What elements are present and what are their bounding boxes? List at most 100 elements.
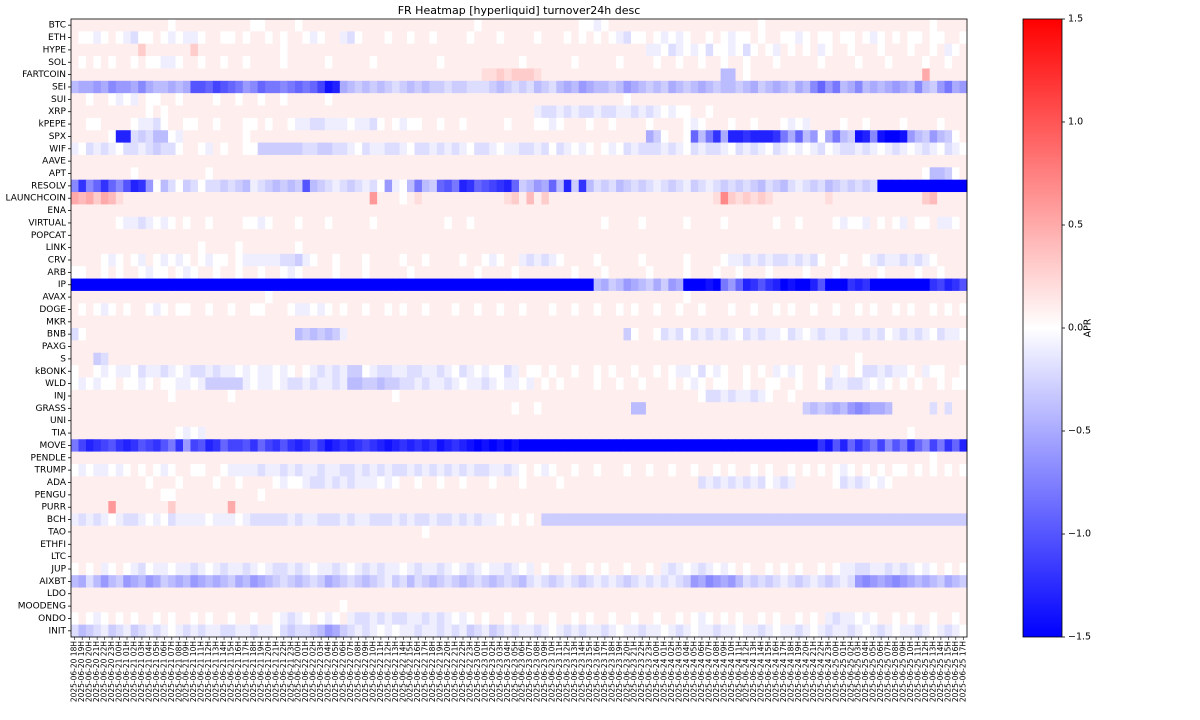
heatmap-cell (780, 315, 789, 329)
heatmap-cell (750, 315, 759, 329)
heatmap-cell (153, 340, 161, 354)
heatmap-cell (601, 229, 609, 242)
heatmap-cell (519, 501, 527, 514)
heatmap-cell (362, 463, 371, 477)
heatmap-cell (93, 253, 102, 267)
heatmap-cell (466, 389, 475, 403)
heatmap-cell (100, 192, 109, 205)
heatmap-cell (160, 525, 169, 539)
heatmap-cell (160, 513, 169, 527)
heatmap-cell (690, 253, 699, 267)
heatmap-cell (929, 105, 938, 119)
heatmap-cell (899, 229, 908, 242)
heatmap-cell (123, 154, 132, 168)
heatmap-cell (772, 229, 781, 242)
heatmap-cell (377, 80, 385, 94)
heatmap-cell (168, 154, 176, 168)
heatmap-cell (787, 43, 796, 57)
heatmap-cell (354, 328, 363, 341)
heatmap-cell (78, 303, 87, 317)
heatmap-cell (183, 105, 191, 119)
heatmap-cell (459, 352, 468, 366)
heatmap-cell (840, 31, 848, 45)
heatmap-cell (683, 105, 692, 119)
heatmap-cell (347, 340, 356, 354)
heatmap-cell (832, 476, 841, 490)
heatmap-cell (309, 290, 318, 304)
heatmap-cell (757, 414, 766, 428)
heatmap-cell (556, 463, 565, 477)
heatmap-cell (705, 414, 714, 428)
heatmap-cell (840, 290, 848, 304)
heatmap-cell (295, 377, 303, 391)
heatmap-cell (235, 117, 244, 131)
heatmap-cell (108, 154, 117, 168)
heatmap-cell (825, 290, 833, 304)
heatmap-cell (586, 365, 595, 378)
heatmap-cell (929, 501, 938, 514)
heatmap-cell (675, 389, 684, 403)
heatmap-cell (392, 463, 400, 477)
heatmap-cell (347, 266, 356, 279)
heatmap-cell (444, 476, 453, 490)
heatmap-cell (914, 204, 923, 218)
heatmap-cell (71, 340, 79, 354)
heatmap-cell (840, 19, 848, 32)
heatmap-cell (556, 426, 565, 440)
heatmap-cell (160, 476, 169, 490)
heatmap-cell (354, 463, 363, 477)
heatmap-cell (496, 154, 505, 168)
heatmap-cell (138, 167, 147, 181)
heatmap-cell (757, 476, 766, 490)
heatmap-cell (153, 488, 161, 502)
heatmap-cell (907, 266, 916, 279)
heatmap-cell (235, 80, 244, 94)
heatmap-cell (324, 278, 333, 292)
heatmap-cell (354, 365, 363, 378)
heatmap-cell (347, 315, 356, 329)
heatmap-cell (175, 328, 184, 341)
heatmap-cell (235, 402, 244, 415)
heatmap-cell (735, 216, 744, 230)
heatmap-cell (578, 142, 587, 156)
heatmap-cell (130, 290, 139, 304)
heatmap-cell (750, 352, 759, 366)
heatmap-cell (832, 253, 841, 267)
heatmap-cell (257, 451, 266, 465)
heatmap-cell (631, 142, 639, 156)
heatmap-cell (780, 31, 789, 45)
heatmap-cell (869, 488, 878, 502)
heatmap-cell (459, 179, 468, 193)
heatmap-cell (832, 80, 841, 94)
heatmap-cell (892, 117, 901, 131)
heatmap-cell (675, 167, 684, 181)
heatmap-cell (481, 328, 490, 341)
heatmap-cell (145, 266, 154, 279)
heatmap-cell (780, 402, 789, 415)
heatmap-cell (825, 389, 833, 403)
heatmap-cell (869, 31, 878, 45)
heatmap-cell (593, 179, 602, 193)
heatmap-cell (750, 142, 759, 156)
heatmap-cell (265, 451, 273, 465)
heatmap-cell (347, 414, 356, 428)
heatmap-cell (227, 19, 236, 32)
heatmap-cell (100, 19, 109, 32)
heatmap-cell (825, 426, 833, 440)
heatmap-cell (309, 105, 318, 119)
heatmap-cell (645, 154, 654, 168)
heatmap-cell (511, 266, 520, 279)
heatmap-cell (295, 167, 303, 181)
heatmap-cell (825, 19, 833, 32)
heatmap-cell (392, 451, 400, 465)
heatmap-cell (877, 377, 886, 391)
heatmap-cell (227, 463, 236, 477)
heatmap-cell (496, 93, 505, 106)
heatmap-cell (115, 476, 124, 490)
heatmap-cell (183, 167, 191, 181)
heatmap-cell (825, 229, 833, 242)
heatmap-cell (496, 179, 505, 193)
heatmap-cell (481, 130, 490, 143)
heatmap-cell (601, 154, 609, 168)
heatmap-cell (825, 93, 833, 106)
